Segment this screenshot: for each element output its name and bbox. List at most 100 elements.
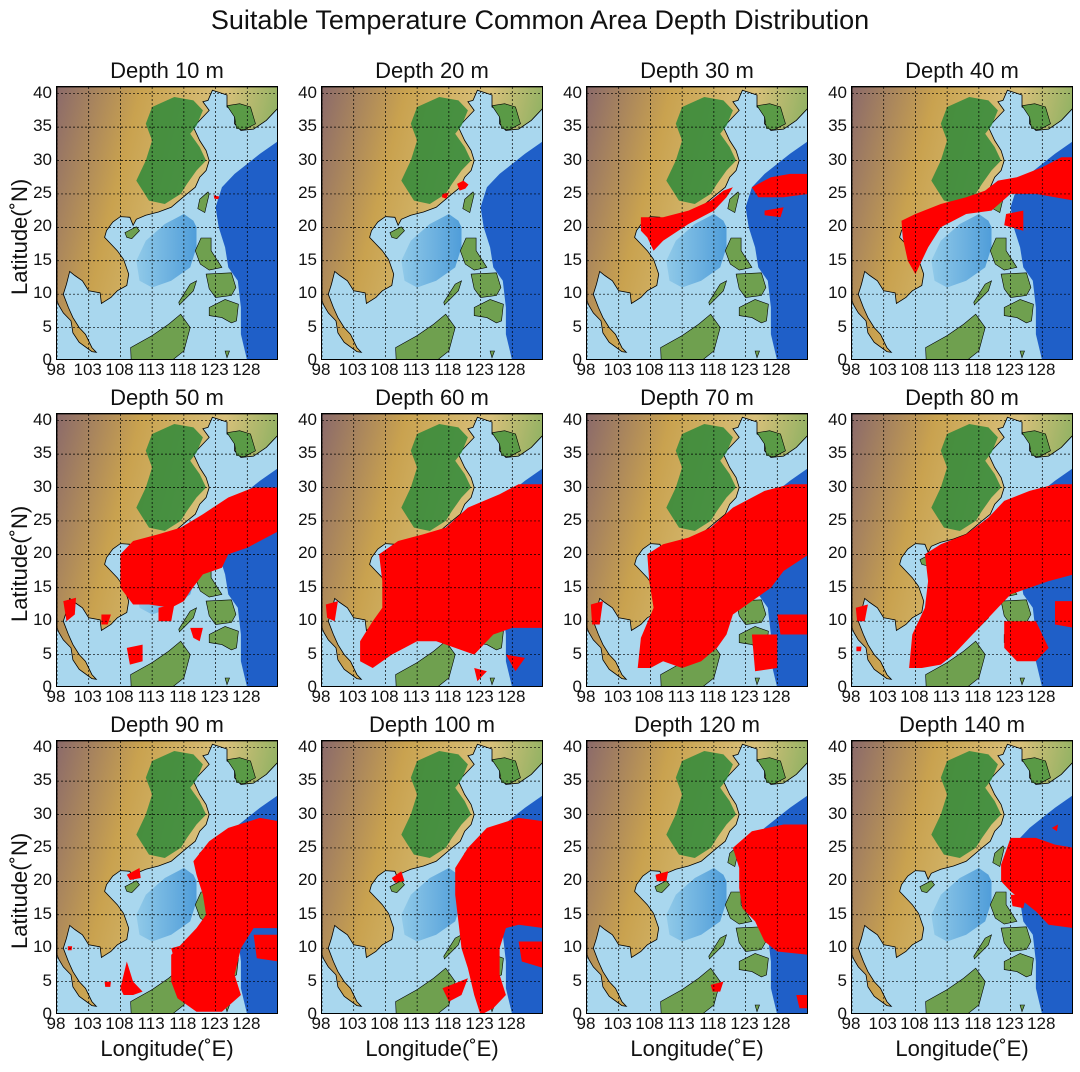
x-tick-label: 113: [667, 687, 695, 706]
eastern-china-plains: [931, 97, 1002, 204]
suitable-area-region-1: [751, 173, 807, 198]
map-svg: [587, 87, 807, 359]
y-tick-label: 35: [33, 443, 52, 463]
y-tick-label: 25: [828, 836, 847, 856]
x-tick-label: 113: [402, 687, 430, 706]
y-tick-label: 10: [828, 610, 847, 630]
x-axis-label: Longitude(˚E): [365, 1036, 499, 1061]
island-3: [708, 934, 728, 960]
suitable-area-region-0: [732, 824, 807, 955]
suitable-area-region-2: [505, 654, 525, 672]
y-tick-label: 25: [298, 509, 317, 529]
graticule: [852, 87, 1072, 359]
y-tick-label: 40: [298, 409, 317, 429]
x-tick-label: 118: [169, 360, 197, 379]
x-tick-label: 98: [576, 1014, 596, 1033]
y-tick-label: 25: [828, 509, 847, 529]
island-1: [389, 226, 405, 240]
suitable-area-region-1: [1004, 621, 1049, 662]
y-tick-label: 5: [837, 970, 847, 990]
suitable-area-region-2: [442, 978, 468, 1002]
map-svg: [852, 87, 1072, 359]
y-tick-label: 15: [298, 249, 317, 269]
y-tick-label: 10: [298, 610, 317, 630]
x-tick-label: 98: [46, 687, 66, 706]
eastern-china-plains: [401, 424, 472, 531]
graticule: [587, 87, 807, 359]
x-tick-label: 123: [465, 687, 494, 706]
y-tick-label: 35: [563, 116, 582, 136]
y-tick-label: 30: [298, 476, 317, 496]
island-5: [738, 953, 769, 978]
suitable-area-region-3: [325, 601, 338, 622]
y-tick-label: 10: [33, 610, 52, 630]
graticule: [57, 87, 277, 359]
y-tick-label: 5: [572, 643, 582, 663]
y-tick-label: 30: [33, 803, 52, 823]
x-tick-label: 118: [964, 360, 992, 379]
suitable-area-region-0: [360, 484, 542, 668]
x-tick-label: 103: [73, 360, 102, 379]
western-pacific-deep-sea: [215, 141, 277, 359]
y-tick-label: 0: [307, 677, 317, 696]
y-tick-label: 30: [828, 476, 847, 496]
x-tick-label: 118: [169, 1014, 197, 1033]
suitable-area-region-4: [101, 614, 111, 625]
y-tick-label: 5: [572, 970, 582, 990]
x-tick-label: 98: [841, 360, 861, 379]
y-tick-label: 40: [563, 736, 582, 756]
x-tick-label: 113: [137, 1014, 165, 1033]
graticule: [587, 414, 807, 686]
island-0: [197, 191, 210, 214]
x-tick-label: 108: [900, 1014, 929, 1033]
suitable-area-region-3: [855, 604, 868, 622]
y-tick-label: 35: [33, 116, 52, 136]
south-china-sea-basin: [931, 214, 992, 288]
suitable-area-region-1: [1004, 210, 1024, 231]
y-tick-label: 5: [572, 316, 582, 336]
x-tick-label: 118: [434, 687, 462, 706]
y-tick-label: 20: [828, 870, 847, 890]
map-svg: [322, 741, 542, 1013]
y-tick-label: 40: [563, 409, 582, 429]
y-tick-label: 0: [307, 350, 317, 369]
y-tick-label: 10: [563, 937, 582, 957]
x-tick-label: 113: [932, 687, 960, 706]
y-tick-label: 30: [828, 149, 847, 169]
x-tick-label: 118: [434, 1014, 462, 1033]
y-tick-label: 20: [828, 216, 847, 236]
x-tick-label: 98: [841, 687, 861, 706]
x-tick-label: 108: [635, 1014, 664, 1033]
x-tick-label: 128: [1027, 360, 1056, 379]
island-1: [124, 880, 140, 894]
y-tick-label: 15: [33, 249, 52, 269]
south-china-sea-basin: [136, 868, 197, 942]
eastern-china-plains: [666, 751, 737, 858]
x-tick-label: 113: [932, 1014, 960, 1033]
map-svg: [322, 87, 542, 359]
x-axis-label: Longitude(˚E): [630, 1036, 764, 1061]
y-tick-label: 40: [298, 736, 317, 756]
x-tick-label: 108: [635, 687, 664, 706]
x-tick-label: 103: [73, 687, 102, 706]
south-china-sea-basin: [136, 214, 197, 288]
map-panel-depth-90: [56, 740, 278, 1014]
suitable-area-region-0: [171, 817, 277, 1012]
y-tick-label: 15: [563, 576, 582, 596]
map-panel-depth-70: [586, 413, 808, 687]
x-tick-label: 123: [730, 687, 759, 706]
x-tick-label: 98: [576, 360, 596, 379]
y-tick-label: 0: [42, 350, 52, 369]
eastern-china-plains: [401, 751, 472, 858]
y-tick-label: 40: [33, 409, 52, 429]
suitable-area-region-0: [213, 195, 220, 200]
y-tick-label: 15: [298, 576, 317, 596]
x-tick-label: 103: [338, 687, 367, 706]
island-4: [1000, 272, 1032, 298]
map-svg: [587, 741, 807, 1013]
x-tick-label: 123: [995, 360, 1024, 379]
panel-title: Depth 10 m: [110, 58, 224, 83]
y-tick-label: 5: [42, 643, 52, 663]
island-1: [654, 880, 670, 894]
map-svg: [852, 414, 1072, 686]
